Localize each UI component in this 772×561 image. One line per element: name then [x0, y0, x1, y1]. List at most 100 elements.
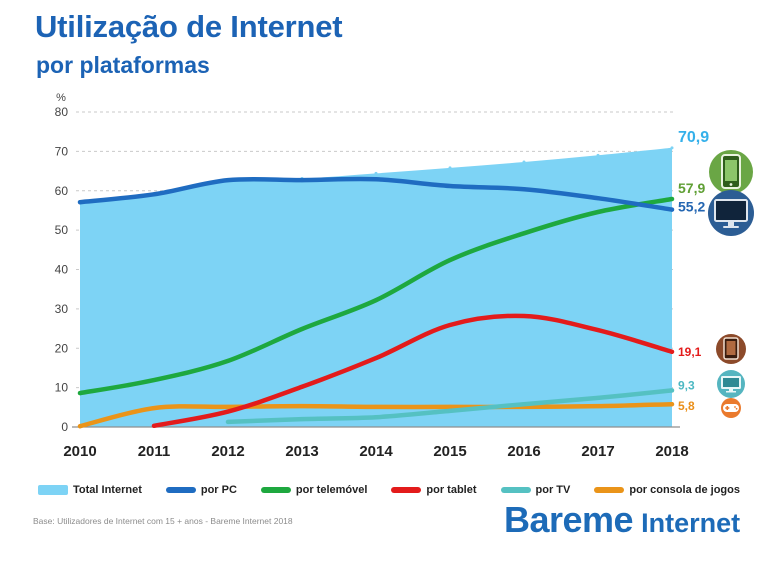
- data-point-por-pc: [226, 178, 230, 183]
- legend-label: por PC: [200, 484, 237, 496]
- y-tick-label: 70: [55, 144, 69, 158]
- data-point-por-tablet: [152, 423, 156, 428]
- logo-word-bareme: Bareme: [504, 499, 634, 540]
- data-point-total-internet: [596, 153, 600, 157]
- legend-label: Total Internet: [73, 484, 142, 496]
- platform-icons: [708, 150, 754, 418]
- legend: Total Internet por PC por telemóvel por …: [38, 482, 740, 498]
- legend-label: por TV: [535, 484, 571, 496]
- data-point-por-tv: [300, 417, 304, 422]
- x-tick-label: 2017: [581, 443, 614, 460]
- line-chart: 0 10 20 30 40 50 60 70 80% 2010 2011 2012 2013 2014 20…: [55, 92, 754, 460]
- data-point-por-pc: [374, 177, 378, 182]
- legend-label: por tablet: [426, 484, 477, 496]
- data-point-total-internet: [522, 160, 526, 164]
- phone-button: [729, 183, 733, 186]
- data-point-por-telemovel: [448, 258, 452, 263]
- legend-item-por-telemovel: por telemóvel: [260, 484, 368, 496]
- data-point-por-pc: [152, 192, 156, 197]
- source-note: Base: Utilizadores de Internet com 15 + …: [33, 516, 293, 526]
- end-value-labels: 70,9 55,2 57,9 19,1 9,3 5,8: [678, 129, 709, 413]
- x-tick-label: 2012: [211, 443, 244, 460]
- data-point-total-internet: [448, 166, 452, 170]
- data-point-por-telemovel: [670, 197, 674, 202]
- data-point-por-tablet: [670, 349, 674, 354]
- monitor-icon: [708, 190, 754, 236]
- data-point-por-telemovel: [78, 391, 82, 396]
- gamepad-button: [735, 407, 738, 410]
- data-point-total-internet: [670, 146, 674, 150]
- legend-item-por-consola-de-jogos: por consola de jogos: [594, 484, 740, 496]
- y-tick-label: 50: [55, 223, 69, 237]
- data-point-por-tv: [522, 402, 526, 407]
- x-tick-label: 2011: [138, 443, 171, 460]
- data-point-por-telemovel: [596, 210, 600, 215]
- y-tick-label: 30: [55, 302, 69, 316]
- monitor-screen: [714, 199, 748, 222]
- area-series: [78, 146, 674, 428]
- legend-label: por telemóvel: [295, 484, 368, 496]
- axes: 0 10 20 30 40 50 60 70 80% 2010 2011 2012 2013 2014 20…: [55, 92, 689, 460]
- end-label-por-pc: 55,2: [678, 199, 705, 215]
- y-tick-label: 40: [55, 263, 69, 277]
- logo-word-internet: Internet: [641, 508, 741, 538]
- data-point-por-consola-de-jogos: [226, 404, 230, 409]
- data-point-por-tablet: [300, 384, 304, 389]
- x-tick-label: 2013: [285, 443, 318, 460]
- data-point-por-tablet: [226, 409, 230, 414]
- tv-icon: [717, 370, 745, 398]
- legend-swatch: [165, 487, 196, 493]
- y-axis-label: %: [56, 92, 66, 104]
- y-tick-label: 60: [55, 184, 69, 198]
- data-point-por-tablet: [374, 356, 378, 361]
- data-point-por-pc: [596, 196, 600, 201]
- y-tick-label: 10: [55, 381, 69, 395]
- x-tick-label: 2015: [433, 443, 466, 460]
- legend-swatch: [38, 485, 68, 495]
- x-tick-label: 2018: [655, 443, 688, 460]
- end-label-total-internet: 70,9: [678, 129, 709, 146]
- data-point-por-pc: [300, 178, 304, 183]
- data-point-por-telemovel: [226, 358, 230, 363]
- x-tick-label: 2010: [63, 443, 96, 460]
- data-point-por-telemovel: [522, 231, 526, 236]
- data-point-por-pc: [522, 187, 526, 192]
- data-point-por-tablet: [596, 328, 600, 333]
- data-point-por-pc: [670, 207, 674, 212]
- data-point-por-consola-de-jogos: [300, 404, 304, 409]
- data-point-por-tv: [226, 419, 230, 424]
- legend-item-total-internet: Total Internet: [38, 484, 142, 496]
- tablet-icon: [716, 334, 746, 364]
- end-label-por-tv: 9,3: [678, 378, 695, 392]
- legend-label: por consola de jogos: [629, 484, 740, 496]
- tv-screen: [723, 378, 739, 387]
- phone-screen: [725, 160, 737, 181]
- gamepad-button: [734, 406, 736, 408]
- data-point-por-tablet: [448, 323, 452, 328]
- data-point-por-tablet: [522, 313, 526, 318]
- legend-item-por-tablet: por tablet: [391, 484, 477, 496]
- data-point-por-consola-de-jogos: [78, 424, 82, 429]
- legend-swatch: [500, 487, 531, 493]
- data-point-por-telemovel: [152, 378, 156, 383]
- area-total-internet: [80, 147, 672, 428]
- tv-base: [726, 391, 736, 393]
- bareme-internet-logo: Bareme Internet: [504, 502, 740, 538]
- legend-swatch: [391, 487, 422, 493]
- data-point-por-tv: [374, 415, 378, 420]
- tablet-screen: [726, 341, 736, 355]
- phone-icon: [709, 150, 753, 194]
- y-tick-label: 80: [55, 105, 69, 119]
- data-point-por-pc: [78, 200, 82, 205]
- data-point-por-tv: [596, 395, 600, 400]
- x-tick-label: 2016: [507, 443, 540, 460]
- legend-swatch: [594, 487, 625, 493]
- x-tick-label: 2014: [359, 443, 393, 460]
- legend-item-por-pc: por PC: [165, 484, 237, 496]
- data-point-total-internet: [374, 171, 378, 175]
- data-point-por-consola-de-jogos: [596, 404, 600, 409]
- data-point-por-telemovel: [374, 298, 378, 303]
- page-title: Utilização de Internet: [35, 9, 343, 44]
- end-label-por-telemovel: 57,9: [678, 180, 705, 196]
